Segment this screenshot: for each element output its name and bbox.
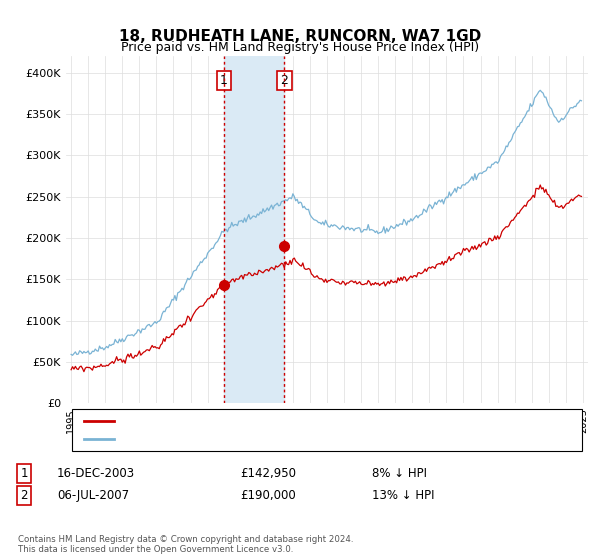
Text: 8% ↓ HPI: 8% ↓ HPI [372,466,427,480]
Text: £142,950: £142,950 [240,466,296,480]
Text: 1: 1 [20,466,28,480]
Text: £190,000: £190,000 [240,489,296,502]
Text: Price paid vs. HM Land Registry's House Price Index (HPI): Price paid vs. HM Land Registry's House … [121,41,479,54]
Text: 13% ↓ HPI: 13% ↓ HPI [372,489,434,502]
Text: 18, RUDHEATH LANE, RUNCORN, WA7 1GD: 18, RUDHEATH LANE, RUNCORN, WA7 1GD [119,29,481,44]
Text: 1: 1 [220,74,228,87]
Bar [224,56,284,403]
Text: HPI: Average price, detached house, Halton: HPI: Average price, detached house, Halt… [120,434,347,444]
Text: 18, RUDHEATH LANE, RUNCORN, WA7 1GD (detached house): 18, RUDHEATH LANE, RUNCORN, WA7 1GD (det… [120,416,438,426]
Text: Contains HM Land Registry data © Crown copyright and database right 2024.
This d: Contains HM Land Registry data © Crown c… [18,535,353,554]
Text: 2: 2 [281,74,289,87]
Text: 2: 2 [20,489,28,502]
Text: 16-DEC-2003: 16-DEC-2003 [57,466,135,480]
Text: 06-JUL-2007: 06-JUL-2007 [57,489,129,502]
